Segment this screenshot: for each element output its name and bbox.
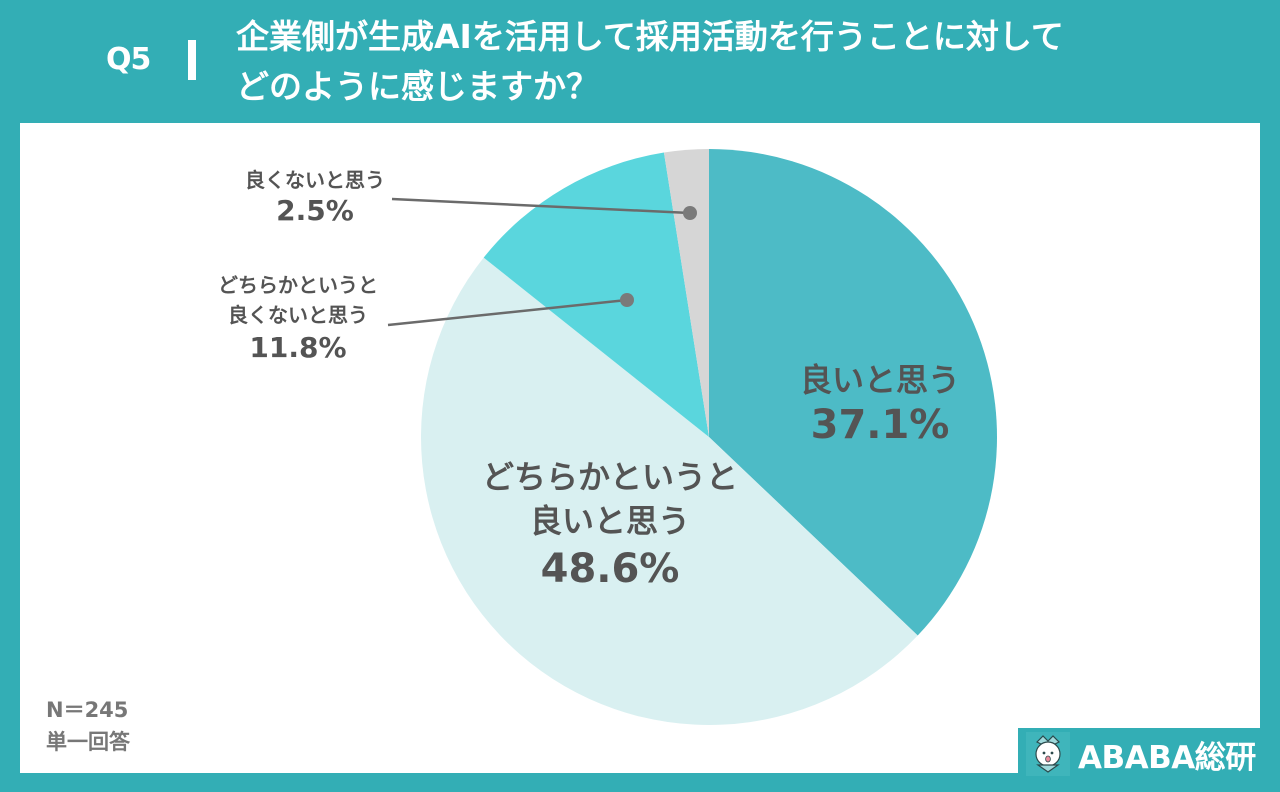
- question-title: 企業側が生成AIを活用して採用活動を行うことに対して どのように感じますか？: [236, 12, 1064, 112]
- label-good-percent: 37.1%: [810, 402, 950, 448]
- leader-lines: [387, 197, 697, 327]
- header: Q5 企業側が生成AIを活用して採用活動を行うことに対して どのように感じますか…: [0, 0, 1280, 123]
- label-rather-bad-line2: 良くないと思う: [228, 303, 368, 327]
- answer-type: 単一回答: [46, 730, 130, 754]
- pie-slice-rather-bad: [483, 152, 709, 437]
- pie-slices: [420, 149, 997, 726]
- label-rather-good-percent: 48.6%: [540, 546, 680, 592]
- pie-slice-rather-good: [420, 257, 918, 726]
- label-good-category: 良いと思う: [799, 361, 960, 399]
- pie-slice-good: [709, 149, 997, 636]
- label-bad-percent: 2.5%: [276, 194, 354, 227]
- sample-size: N＝245: [46, 698, 129, 722]
- label-rather-bad-line1: どちらかというと: [218, 273, 378, 297]
- question-title-line2: どのように感じますか？: [236, 67, 599, 106]
- footnote: N＝245 単一回答: [46, 694, 130, 758]
- question-number: Q5: [106, 42, 151, 77]
- leader-line-rather-bad: [387, 298, 628, 327]
- brand-name: ABABA総研: [1078, 739, 1256, 776]
- label-rather-good-line1: どちらかというと: [481, 458, 738, 496]
- pie-slice-bad: [663, 149, 709, 437]
- question-title-line1: 企業側が生成AIを活用して採用活動を行うことに対して: [236, 17, 1064, 56]
- alpaca-mascot-icon: [1026, 732, 1070, 776]
- label-rather-bad: どちらかというと 良くないと思う 11.8%: [178, 270, 418, 366]
- label-bad: 良くないと思う 2.5%: [200, 166, 430, 228]
- leader-dot-bad: [683, 206, 697, 220]
- label-good: 良いと思う 37.1%: [760, 360, 1000, 450]
- brand-logo: ABABA総研: [1018, 728, 1260, 780]
- label-rather-good-line2: 良いと思う: [529, 502, 690, 540]
- title-divider: [188, 40, 196, 80]
- label-bad-category: 良くないと思う: [245, 168, 385, 192]
- leader-dot-rather-bad: [620, 293, 634, 307]
- label-rather-good: どちらかというと 良いと思う 48.6%: [430, 455, 790, 595]
- label-rather-bad-percent: 11.8%: [249, 331, 347, 364]
- leader-line-bad: [391, 197, 691, 215]
